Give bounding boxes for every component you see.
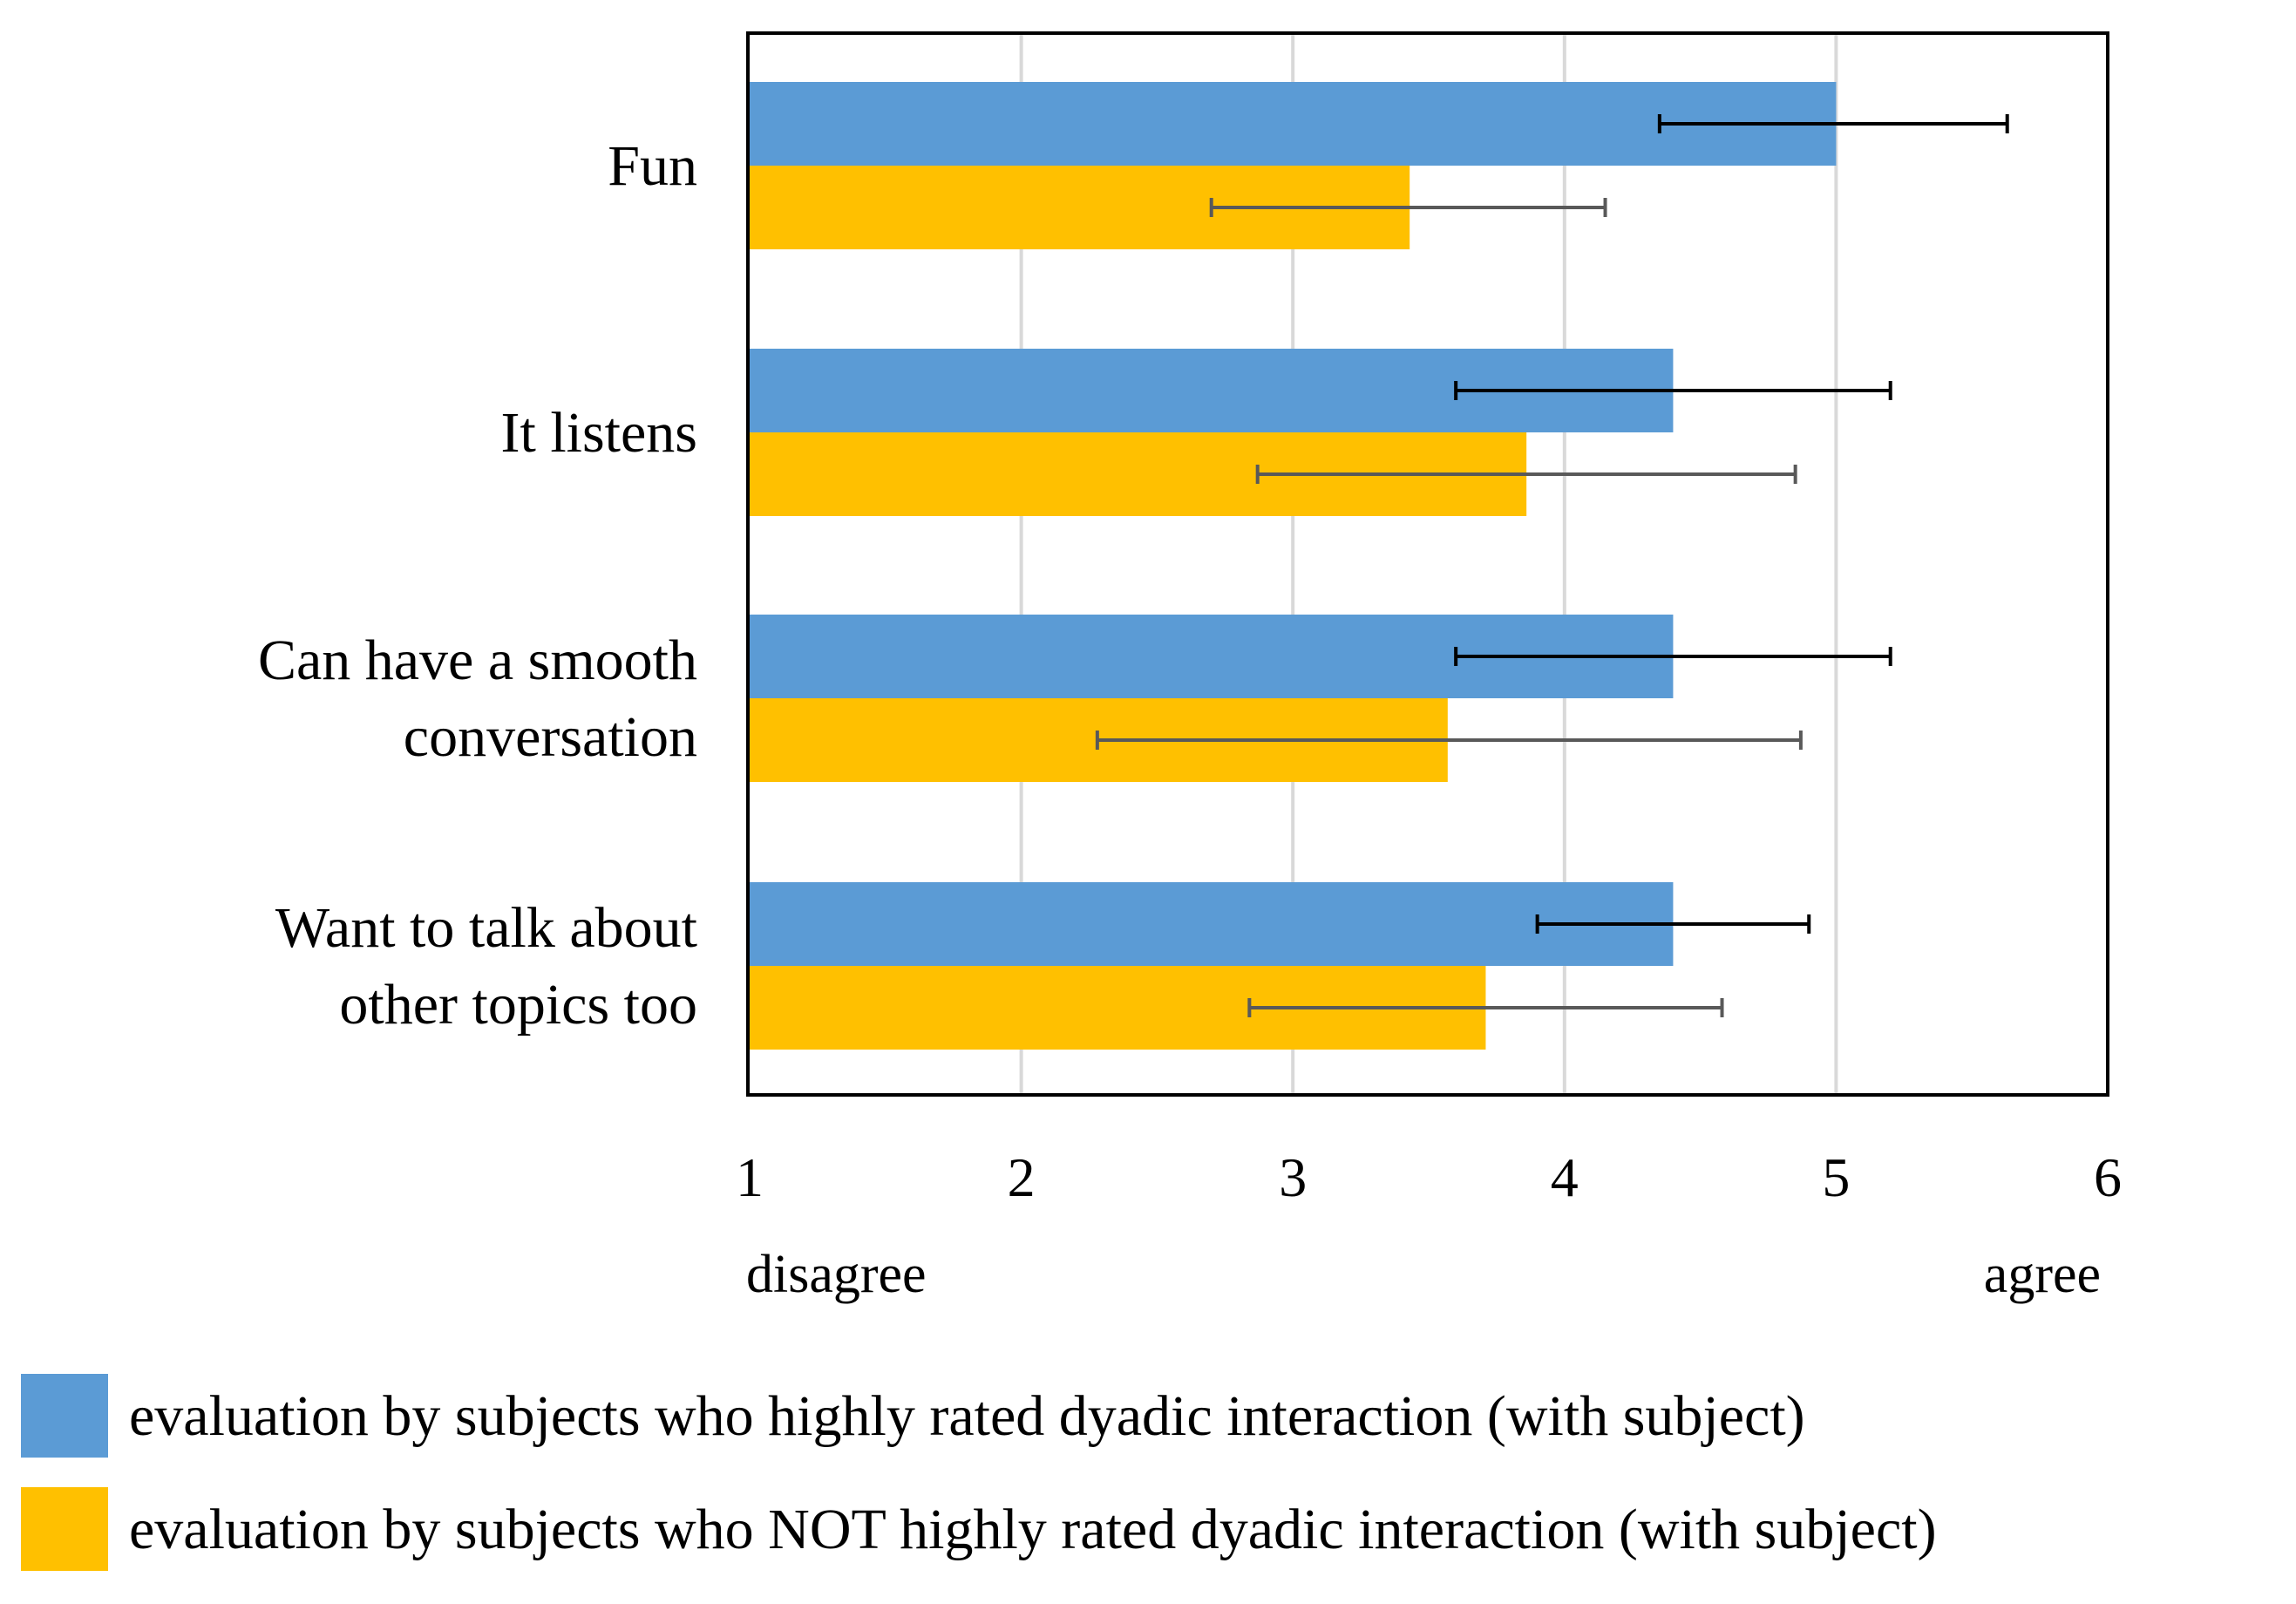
x-tick-6: 6 [2094, 1146, 2122, 1208]
error-bar-series2-category3 [1095, 731, 1803, 750]
error-bar-series1-category4 [1535, 914, 1811, 934]
legend-swatch [21, 1487, 108, 1571]
legend-item-2: evaluation by subjects who NOT highly ra… [21, 1487, 1937, 1571]
plot-frame [746, 31, 2109, 1097]
x-tick-3: 3 [1279, 1146, 1307, 1208]
bar-series1-category1 [750, 82, 1837, 166]
category-label-line: Want to talk about [275, 896, 697, 960]
bar-series1-category4 [750, 882, 1674, 966]
x-tick-4: 4 [1551, 1146, 1579, 1208]
error-bar-series1-category1 [1657, 114, 2009, 133]
category-label-2: It listens [501, 401, 698, 465]
x-tick-5: 5 [1822, 1146, 1850, 1208]
legend: evaluation by subjects who highly rated … [21, 1374, 1937, 1571]
error-bar-series2-category2 [1255, 465, 1797, 484]
error-bars [1095, 114, 2009, 1017]
category-label-4: Want to talk about other topics too [275, 896, 697, 1036]
legend-label: evaluation by subjects who highly rated … [129, 1384, 1805, 1448]
error-bar-series1-category2 [1454, 381, 1892, 400]
category-labels: Fun It listens Can have a smooth conversati… [258, 134, 697, 1036]
error-bar-series1-category3 [1454, 647, 1892, 666]
x-label-agree: agree [1984, 1245, 2101, 1304]
category-label-line: It listens [501, 401, 698, 465]
legend-item-1: evaluation by subjects who highly rated … [21, 1374, 1805, 1458]
category-label-line: conversation [404, 705, 697, 769]
category-label-line: Can have a smooth [258, 629, 697, 692]
x-tick-1: 1 [736, 1146, 764, 1208]
category-label-line: other topics too [339, 973, 697, 1036]
x-label-disagree: disagree [746, 1245, 927, 1304]
x-tick-labels: 1 2 3 4 5 6 [736, 1146, 2122, 1208]
category-label-line: Fun [608, 134, 697, 198]
x-tick-2: 2 [1008, 1146, 1036, 1208]
legend-swatch [21, 1374, 108, 1458]
category-label-1: Fun [608, 134, 697, 198]
error-bar-series2-category1 [1209, 198, 1607, 217]
legend-label: evaluation by subjects who NOT highly ra… [129, 1498, 1937, 1561]
error-bar-series2-category4 [1247, 998, 1724, 1017]
category-label-3: Can have a smooth conversation [258, 629, 697, 769]
